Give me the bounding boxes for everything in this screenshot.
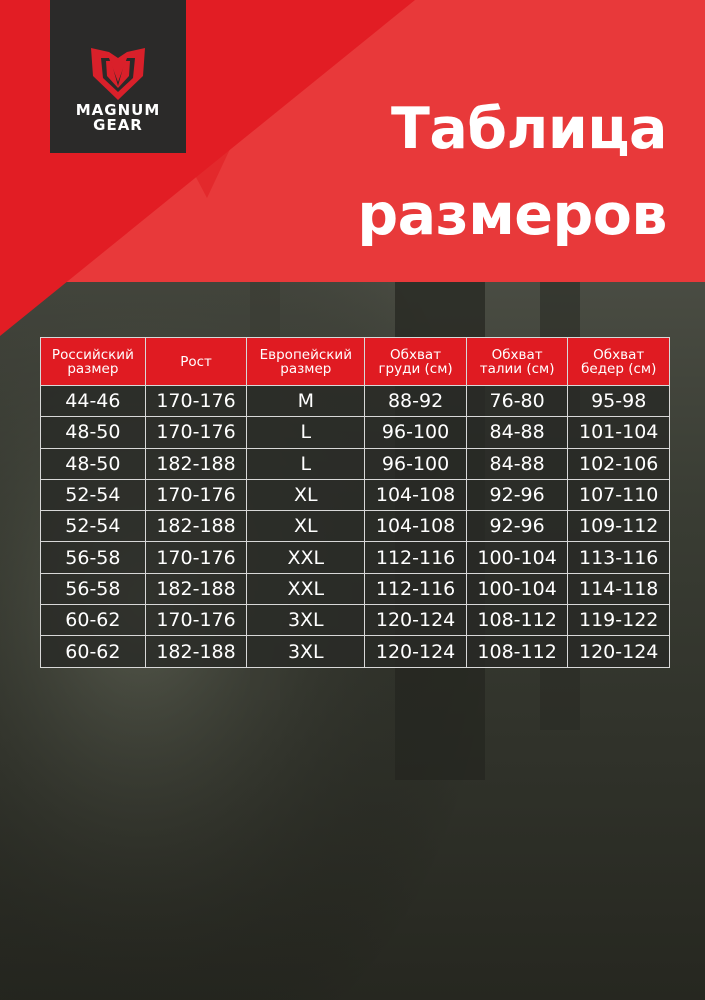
table-cell: 56-58 (40, 541, 146, 574)
table-row: 60-62 182-188 3XL 120-124 108-112 120-124 (40, 635, 670, 668)
table-row: 48-50 182-188 L 96-100 84-88 102-106 (40, 447, 670, 480)
page-title: Таблица размеров (357, 86, 667, 258)
table-cell: 109-112 (567, 510, 670, 543)
table-cell: 92-96 (465, 478, 569, 512)
table-row: 48-50 170-176 L 96-100 84-88 101-104 (40, 416, 670, 449)
column-header: Европейский размер (246, 337, 366, 386)
table-cell: XL (246, 510, 366, 543)
table-cell: L (246, 416, 366, 449)
table-cell: 88-92 (364, 384, 467, 418)
table-cell: 112-116 (364, 541, 467, 574)
table-cell: 182-188 (144, 447, 248, 480)
table-cell: 113-116 (567, 541, 670, 574)
table-cell: 104-108 (364, 478, 467, 512)
table-cell: L (246, 447, 366, 480)
table-cell: 108-112 (465, 635, 569, 668)
table-cell: 100-104 (465, 541, 569, 574)
table-cell: 48-50 (40, 416, 146, 449)
title-line2: размеров (357, 182, 667, 248)
table-cell: 84-88 (465, 416, 569, 449)
table-header-row: Российский размер Рост Европейский размер Обх… (40, 337, 670, 386)
table-cell: 112-116 (364, 572, 467, 606)
column-header-line: Обхват (390, 346, 442, 363)
table-cell: 107-110 (567, 478, 670, 512)
table-cell: 60-62 (40, 635, 146, 668)
column-header-line: размер (67, 360, 119, 377)
table-cell: M (246, 384, 366, 418)
table-row: 60-62 170-176 3XL 120-124 108-112 119-122 (40, 604, 670, 637)
column-header-line: груди (см) (378, 360, 453, 377)
brand-name-line1: MAGNUM (75, 101, 161, 119)
table-cell: 108-112 (465, 604, 569, 637)
table-cell: 170-176 (144, 478, 248, 512)
table-cell: 102-106 (567, 447, 670, 480)
table-cell: 170-176 (144, 416, 248, 449)
table-row: 56-58 182-188 XXL 112-116 100-104 114-118 (40, 572, 670, 606)
table-cell: 120-124 (364, 604, 467, 637)
table-cell: 95-98 (567, 384, 670, 418)
column-header-line: Российский (51, 346, 134, 363)
column-header-line: Обхват (491, 346, 543, 363)
brand-logo: MAGNUM GEAR (50, 0, 186, 153)
table-cell: 170-176 (144, 541, 248, 574)
table-cell: 3XL (246, 604, 366, 637)
brand-name-line2: GEAR (93, 116, 143, 134)
table-cell: XL (246, 478, 366, 512)
table-row: 52-54 170-176 XL 104-108 92-96 107-110 (40, 478, 670, 512)
column-header-line: Европейский (259, 346, 352, 363)
column-header: Обхват бедер (см) (567, 337, 670, 386)
column-header: Рост (144, 337, 248, 386)
table-cell: 96-100 (364, 416, 467, 449)
table-cell: 52-54 (40, 510, 146, 543)
column-header: Обхват груди (см) (364, 337, 467, 386)
table-cell: 92-96 (465, 510, 569, 543)
table-cell: 84-88 (465, 447, 569, 480)
table-cell: 182-188 (144, 635, 248, 668)
shield-m-icon (91, 48, 145, 100)
table-cell: 170-176 (144, 604, 248, 637)
column-header-line: размер (280, 360, 332, 377)
size-table: Российский размер Рост Европейский размер Обх… (40, 337, 670, 668)
table-cell: 104-108 (364, 510, 467, 543)
table-cell: 119-122 (567, 604, 670, 637)
table-cell: 52-54 (40, 478, 146, 512)
table-cell: XXL (246, 541, 366, 574)
table-cell: 44-46 (40, 384, 146, 418)
table-cell: 76-80 (465, 384, 569, 418)
table-row: 44-46 170-176 M 88-92 76-80 95-98 (40, 384, 670, 418)
table-cell: 114-118 (567, 572, 670, 606)
column-header: Российский размер (40, 337, 146, 386)
table-cell: 100-104 (465, 572, 569, 606)
table-row: 52-54 182-188 XL 104-108 92-96 109-112 (40, 510, 670, 543)
table-cell: 182-188 (144, 572, 248, 606)
column-header-line: Обхват (593, 346, 645, 363)
table-cell: 48-50 (40, 447, 146, 480)
table-cell: 96-100 (364, 447, 467, 480)
table-cell: 101-104 (567, 416, 670, 449)
table-row: 56-58 170-176 XXL 112-116 100-104 113-116 (40, 541, 670, 574)
title-line1: Таблица (390, 96, 668, 162)
table-cell: 120-124 (567, 635, 670, 668)
table-cell: 56-58 (40, 572, 146, 606)
table-cell: 182-188 (144, 510, 248, 543)
column-header-line: талии (см) (479, 360, 555, 377)
table-cell: 3XL (246, 635, 366, 668)
column-header: Обхват талии (см) (465, 337, 569, 386)
column-header-line: бедер (см) (581, 360, 657, 377)
table-cell: 60-62 (40, 604, 146, 637)
table-cell: 120-124 (364, 635, 467, 668)
column-header-line: Рост (180, 353, 212, 370)
table-cell: XXL (246, 572, 366, 606)
table-cell: 170-176 (144, 384, 248, 418)
